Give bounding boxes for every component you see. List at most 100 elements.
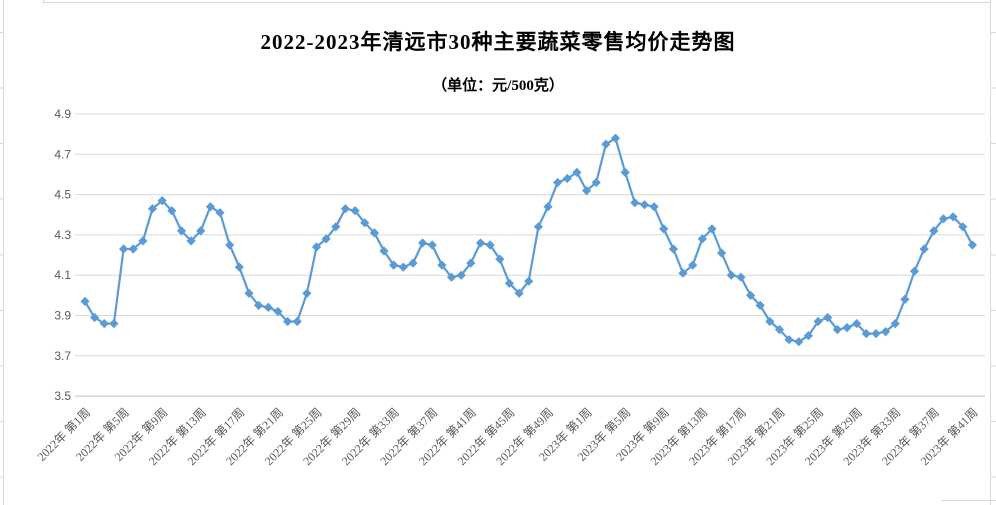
price-point-marker [803, 331, 813, 341]
price-point-marker [485, 240, 495, 250]
price-point-marker [659, 224, 669, 234]
price-point-marker [871, 329, 881, 339]
price-point-marker [948, 212, 958, 222]
price-point-marker [186, 236, 196, 246]
price-point-marker [601, 139, 611, 149]
y-tick-label: 3.7 [54, 349, 71, 363]
chart-title: 2022-2023年清远市30种主要蔬菜零售均价走势图 [260, 30, 736, 54]
price-point-marker [119, 244, 129, 254]
price-point-marker [273, 306, 283, 317]
price-point-marker [668, 244, 678, 254]
price-point-marker [688, 260, 698, 270]
price-point-marker [331, 222, 341, 232]
price-point-marker [225, 240, 235, 250]
price-point-marker [553, 177, 563, 188]
price-point-marker [147, 204, 158, 214]
price-point-marker [900, 294, 910, 304]
price-point-marker [697, 234, 707, 244]
price-point-marker [746, 290, 756, 300]
price-point-marker [649, 202, 659, 212]
price-point-marker [456, 270, 466, 280]
price-point-marker [533, 222, 543, 232]
y-tick-label: 4.3 [54, 228, 71, 242]
price-point-marker [466, 258, 476, 268]
price-point-marker [967, 240, 977, 250]
y-tick-label: 4.1 [54, 268, 71, 282]
price-point-marker [823, 312, 833, 323]
y-tick-label: 4.9 [54, 107, 71, 121]
price-point-marker [446, 272, 457, 282]
price-point-marker [610, 133, 621, 143]
price-point-marker [138, 236, 148, 246]
price-point-marker [929, 226, 939, 236]
price-point-marker [176, 226, 187, 236]
price-point-marker [958, 222, 968, 232]
price-point-marker [418, 238, 428, 248]
price-point-marker [80, 296, 90, 306]
price-point-marker [717, 248, 727, 258]
price-point-marker [408, 258, 418, 268]
price-point-marker [736, 272, 746, 282]
price-point-marker [909, 266, 920, 276]
price-point-marker [765, 316, 775, 327]
price-point-marker [398, 262, 408, 272]
price-point-marker [157, 196, 167, 206]
price-point-marker [755, 300, 765, 310]
price-point-marker [852, 319, 862, 329]
price-point-marker [340, 204, 350, 214]
price-point-marker [832, 325, 842, 335]
price-point-marker [292, 316, 302, 327]
price-point-marker [205, 202, 215, 212]
price-point-marker [504, 278, 514, 288]
price-point-marker [215, 208, 225, 218]
price-point-marker [234, 262, 244, 272]
price-point-marker [639, 200, 650, 210]
price-point-marker [562, 173, 572, 184]
price-point-marker [514, 288, 524, 298]
price-point-marker [427, 240, 437, 250]
price-point-marker [311, 242, 322, 252]
price-point-marker [591, 177, 601, 188]
y-tick-label: 3.5 [54, 389, 71, 403]
price-point-marker [263, 302, 273, 312]
price-point-marker [842, 323, 852, 333]
price-point-marker [437, 260, 447, 270]
price-point-marker [678, 268, 688, 278]
price-point-marker [196, 226, 206, 236]
price-point-marker [360, 218, 370, 228]
price-point-marker [302, 288, 312, 298]
price-point-marker [321, 234, 331, 244]
price-point-marker [861, 329, 871, 339]
price-point-marker [726, 270, 736, 280]
y-tick-label: 4.7 [54, 147, 71, 161]
price-point-marker [707, 224, 717, 234]
chart-subtitle: （单位：元/500克） [432, 78, 564, 94]
price-point-marker [794, 337, 804, 347]
price-point-marker [283, 316, 293, 327]
price-point-marker [582, 186, 592, 196]
price-point-marker [784, 335, 794, 345]
price-point-marker [99, 319, 109, 329]
price-point-marker [475, 238, 486, 248]
price-point-marker [244, 288, 254, 298]
price-point-marker [620, 167, 630, 177]
price-point-marker [890, 319, 900, 329]
price-point-marker [389, 260, 399, 270]
price-point-marker [881, 327, 891, 337]
price-series-line [84, 137, 974, 343]
price-point-marker [630, 198, 640, 208]
price-point-marker [919, 244, 929, 254]
price-point-marker [167, 206, 177, 216]
price-point-marker [524, 276, 534, 286]
price-point-marker [254, 300, 264, 310]
price-point-marker [774, 325, 785, 335]
price-point-marker [90, 312, 100, 323]
price-point-marker [128, 244, 138, 254]
price-point-marker [813, 316, 823, 327]
price-point-marker [938, 214, 949, 224]
price-point-marker [109, 319, 119, 329]
price-point-marker [495, 254, 505, 264]
y-tick-label: 4.5 [54, 188, 71, 202]
